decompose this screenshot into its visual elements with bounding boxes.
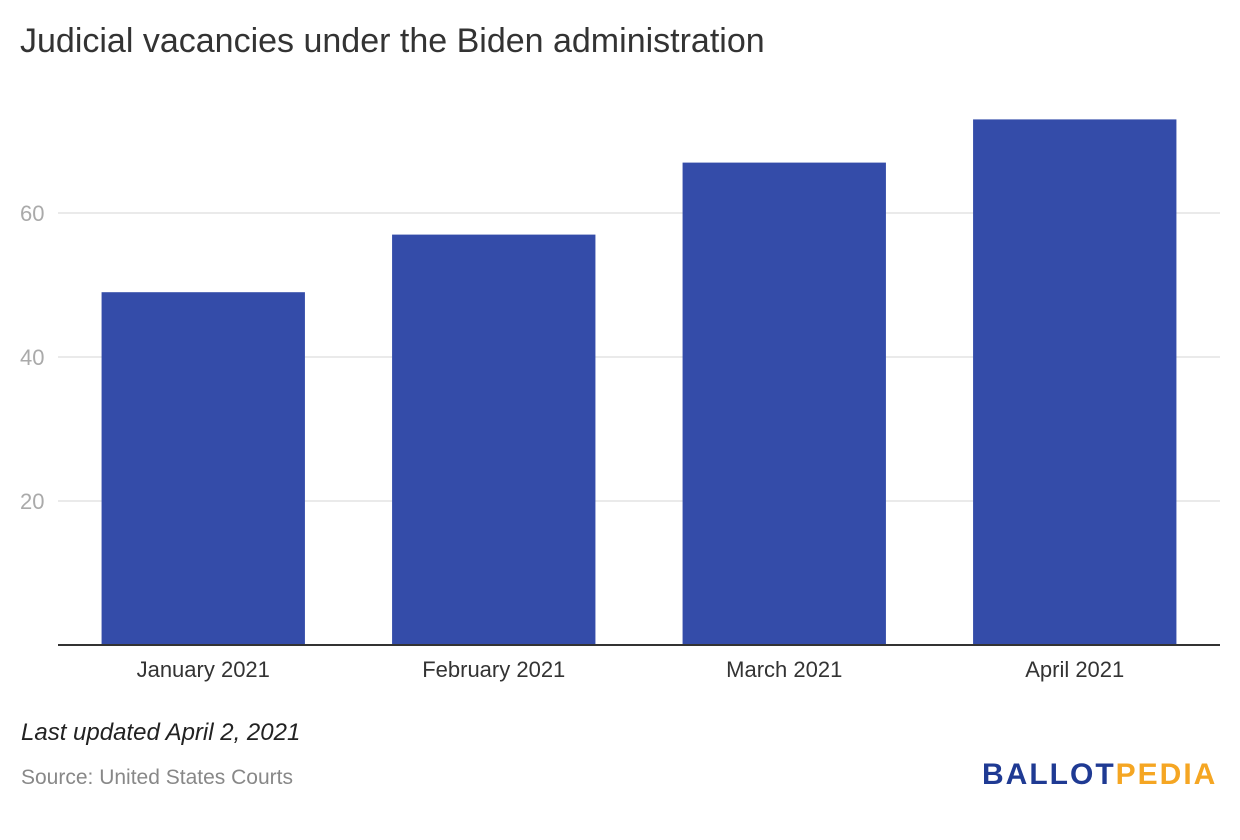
logo-part-ballot: BALLOT xyxy=(982,758,1116,791)
bar xyxy=(682,162,886,645)
x-tick-label: January 2021 xyxy=(137,657,270,682)
y-tick-label: 60 xyxy=(20,201,44,226)
y-tick-label: 40 xyxy=(20,345,44,370)
ballotpedia-logo: BALLOTPEDIA xyxy=(982,758,1217,792)
x-tick-label: April 2021 xyxy=(1025,657,1124,682)
x-tick-label: March 2021 xyxy=(726,657,842,682)
bar xyxy=(973,119,1177,645)
bar-chart: 20 40 60 January 2021 February 2021 March 202… xyxy=(20,119,1220,682)
axes: 20 40 60 January 2021 February 2021 March 202… xyxy=(20,201,1220,682)
y-tick-label: 20 xyxy=(20,489,44,514)
bars xyxy=(101,119,1177,645)
logo-part-pedia: PEDIA xyxy=(1115,758,1218,791)
x-tick-label: February 2021 xyxy=(422,657,565,682)
bar xyxy=(101,292,305,645)
bar xyxy=(392,234,596,645)
last-updated-note: Last updated April 2, 2021 xyxy=(21,719,301,746)
chart-title: Judicial vacancies under the Biden admin… xyxy=(20,22,765,60)
source-note: Source: United States Courts xyxy=(21,766,293,789)
